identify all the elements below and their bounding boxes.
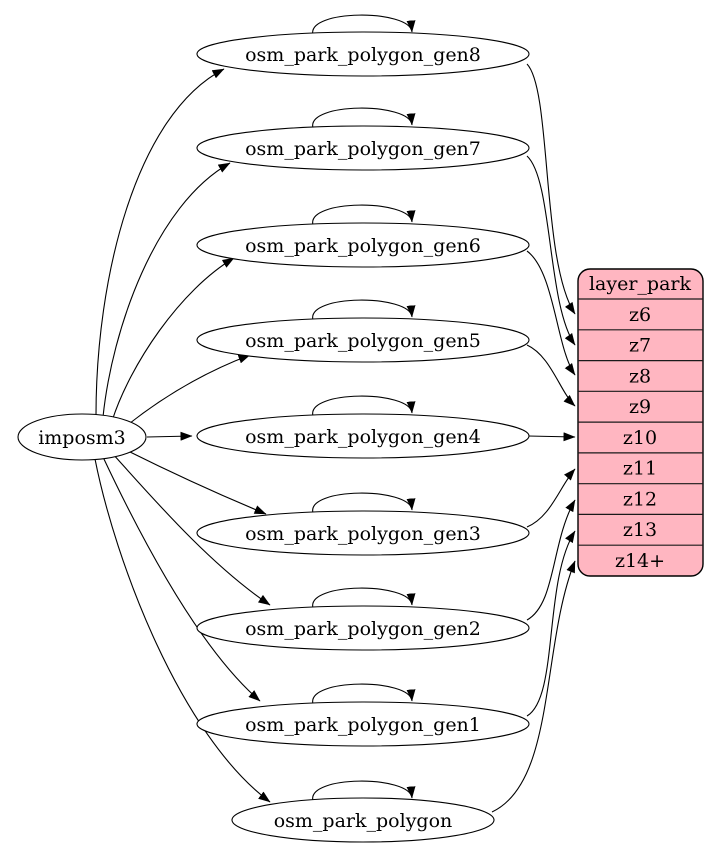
- layer-row-z13: z13: [623, 519, 657, 541]
- self-loop-gen7: [312, 107, 416, 129]
- edge-imposm3-to-gen6: [111, 257, 235, 422]
- edges-from-source: [94, 68, 271, 803]
- edge-gen1-to-z13: [526, 530, 576, 717]
- edge-imposm3-to-gen1: [102, 456, 261, 702]
- self-loop-gen6: [312, 204, 416, 226]
- edge-gen5-to-z9: [526, 344, 576, 407]
- layer-row-z9: z9: [629, 396, 651, 418]
- edge-polygon-to-z14: [491, 560, 576, 813]
- node-osm-park-polygon-gen1: osm_park_polygon_gen1: [196, 701, 530, 747]
- node-osm-park-polygon-gen5: osm_park_polygon_gen5: [196, 317, 530, 363]
- gen7-label: osm_park_polygon_gen7: [245, 138, 481, 160]
- gen8-ellipse: [196, 31, 530, 77]
- self-loop-gen5: [312, 299, 416, 321]
- edge-imposm3-to-gen5: [124, 354, 251, 428]
- gen2-label: osm_park_polygon_gen2: [245, 618, 481, 640]
- edge-gen7-to-z7: [526, 155, 576, 346]
- edge-imposm3-to-polygon: [94, 458, 271, 803]
- node-osm-park-polygon-gen3: osm_park_polygon_gen3: [196, 510, 530, 556]
- layer-park-header: layer_park: [589, 273, 692, 295]
- gen4-label: osm_park_polygon_gen4: [245, 426, 481, 448]
- layer-row-z11: z11: [623, 458, 657, 480]
- edge-imposm3-to-gen2: [111, 452, 271, 606]
- self-loop-gen3: [312, 492, 416, 514]
- self-loop-edges: [312, 14, 416, 802]
- gen5-ellipse: [196, 317, 530, 363]
- edge-imposm3-to-gen8: [95, 68, 225, 416]
- node-imposm3: imposm3: [17, 413, 147, 461]
- edge-gen4-to-z10: [527, 432, 576, 442]
- gen5-label: osm_park_polygon_gen5: [245, 330, 481, 352]
- self-loop-gen8: [312, 14, 416, 36]
- edge-gen3-to-z11: [526, 468, 576, 528]
- self-loop-gen1: [312, 683, 416, 705]
- node-osm-park-polygon-gen7: osm_park_polygon_gen7: [196, 125, 530, 171]
- edge-gen2-to-z12: [526, 499, 576, 621]
- layer-row-z7: z7: [629, 335, 651, 357]
- gen3-ellipse: [196, 510, 530, 556]
- node-osm-park-polygon-gen6: osm_park_polygon_gen6: [196, 222, 530, 268]
- self-loop-gen4: [312, 395, 416, 417]
- imposm3-label: imposm3: [38, 427, 126, 449]
- node-osm-park-polygon-gen8: osm_park_polygon_gen8: [196, 31, 530, 77]
- layer-row-z12: z12: [623, 489, 657, 511]
- edge-imposm3-to-gen7: [102, 162, 231, 418]
- edges-to-layer: [491, 63, 576, 813]
- layer-row-z10: z10: [623, 427, 657, 449]
- polygon-label: osm_park_polygon: [274, 810, 453, 832]
- self-loop-gen2: [312, 587, 416, 609]
- gen8-label: osm_park_polygon_gen8: [245, 44, 481, 66]
- imposm3-ellipse: [17, 413, 147, 461]
- gen1-ellipse: [196, 701, 530, 747]
- gen3-label: osm_park_polygon_gen3: [245, 523, 481, 545]
- edge-gen6-to-z8: [526, 250, 576, 376]
- gen7-ellipse: [196, 125, 530, 171]
- gen2-ellipse: [196, 605, 530, 651]
- layer-row-z6: z6: [629, 304, 651, 326]
- layer-row-z14: z14+: [615, 550, 665, 572]
- self-loop-polygon: [312, 780, 416, 802]
- edge-imposm3-to-gen4: [146, 431, 193, 441]
- node-osm-park-polygon: osm_park_polygon: [231, 797, 495, 843]
- gen4-ellipse: [196, 413, 530, 459]
- layer-park-table: layer_park z6 z7 z8 z9 z10 z11 z12 z13 z…: [577, 268, 704, 577]
- edge-imposm3-to-gen3: [123, 448, 267, 515]
- gen1-label: osm_park_polygon_gen1: [245, 714, 481, 736]
- polygon-ellipse: [231, 797, 495, 843]
- node-osm-park-polygon-gen4: osm_park_polygon_gen4: [196, 413, 530, 459]
- edge-gen8-to-z6: [526, 63, 576, 315]
- layer-row-z8: z8: [629, 366, 651, 388]
- gen6-label: osm_park_polygon_gen6: [245, 235, 481, 257]
- gen6-ellipse: [196, 222, 530, 268]
- node-osm-park-polygon-gen2: osm_park_polygon_gen2: [196, 605, 530, 651]
